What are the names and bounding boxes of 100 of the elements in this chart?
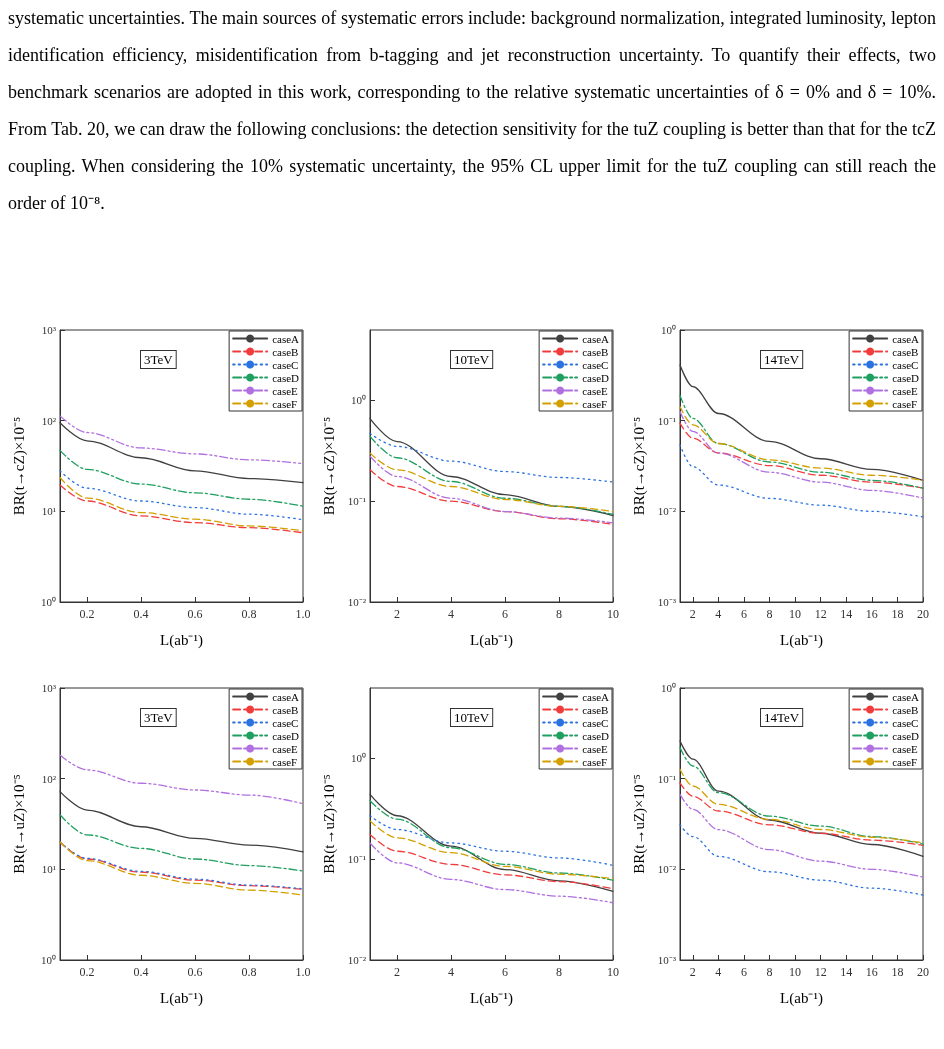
legend-label: caseB xyxy=(892,345,919,358)
legend-label: caseF xyxy=(892,755,918,768)
legend-label: caseA xyxy=(892,332,920,345)
legend-label: caseE xyxy=(582,742,609,755)
y-tick-label: 10² xyxy=(41,772,57,785)
y-tick-label: 10⁰ xyxy=(41,596,56,608)
x-tick-label: 0.6 xyxy=(187,607,203,621)
line-series xyxy=(369,842,614,904)
line-series xyxy=(59,754,304,805)
y-tick-label: 10⁻¹ xyxy=(347,853,366,866)
x-tick-label: 0.8 xyxy=(241,965,257,979)
line-series xyxy=(369,820,614,880)
x-tick-label: 14 xyxy=(840,607,853,621)
x-axis-title: L(ab⁻¹) xyxy=(160,631,203,649)
annotation: 14TeV xyxy=(764,352,800,367)
legend-label: caseB xyxy=(272,703,299,716)
x-tick-label: 2 xyxy=(689,607,696,621)
x-tick-label: 2 xyxy=(394,607,400,621)
y-tick-label: 10⁻² xyxy=(657,863,677,876)
legend-label: caseA xyxy=(582,690,610,703)
x-tick-label: 20 xyxy=(917,607,929,621)
legend-label: caseE xyxy=(582,384,609,397)
y-tick-label: 10⁰ xyxy=(661,324,676,336)
y-tick-label: 10³ xyxy=(41,682,57,694)
y-axis-title: BR(t→cZ)×10⁻⁵ xyxy=(320,416,338,516)
legend-label: caseE xyxy=(272,742,299,755)
y-tick-label: 10⁻³ xyxy=(657,596,677,608)
line-series xyxy=(679,746,924,845)
x-tick-label: 2 xyxy=(394,965,400,979)
y-tick-label: 10⁻² xyxy=(657,505,677,518)
x-tick-label: 0.2 xyxy=(79,965,95,979)
legend-label: caseD xyxy=(892,729,920,742)
line-series xyxy=(369,417,614,517)
legend-label: caseC xyxy=(272,716,299,729)
x-axis-title: L(ab⁻¹) xyxy=(470,989,513,1007)
annotation: 14TeV xyxy=(764,710,800,725)
x-tick-label: 0.6 xyxy=(187,965,203,979)
x-tick-label: 6 xyxy=(502,607,508,621)
x-tick-label: 10 xyxy=(607,607,619,621)
legend-label: caseE xyxy=(892,384,919,397)
line-series xyxy=(59,476,304,532)
x-tick-label: 0.8 xyxy=(241,607,257,621)
line-series xyxy=(369,833,614,890)
line-series xyxy=(679,793,924,878)
x-tick-label: 0.4 xyxy=(133,965,149,979)
line-series xyxy=(59,814,304,872)
x-tick-label: 4 xyxy=(715,965,722,979)
legend-label: caseA xyxy=(892,690,920,703)
x-tick-label: 10 xyxy=(789,965,802,979)
legend-label: caseB xyxy=(582,703,609,716)
legend-label: caseD xyxy=(272,371,300,384)
annotation: 3TeV xyxy=(144,352,174,367)
annotation: 10TeV xyxy=(454,710,490,725)
x-tick-label: 8 xyxy=(556,607,562,621)
y-tick-label: 10⁻² xyxy=(347,596,367,608)
y-tick-label: 10¹ xyxy=(41,863,56,876)
text: systematic uncertainties. The main sources of systematic errors include: background normalization, integrated luminosity, lepton identification efficiency, misidentification from b-tagging and jet reconstruction uncertainty. To quantify their effects, two benchmark scenarios are adopted in this work, corresponding to the relative systematic uncertainties of δ = 0% and δ = 10%. From Tab. 20, we can draw the following conclusions: the detection sensitivity for the tuZ coupling is better than that for the tcZ coupling. When considering the 10% systematic uncertainty, the 95% CL upper limit for the tuZ coupling can still reach the order of 10⁻⁸. xyxy=(8,7,936,215)
line-series xyxy=(679,394,924,489)
y-axis-title: BR(t→uZ)×10⁻⁵ xyxy=(10,774,28,874)
line-series xyxy=(369,455,614,524)
line-series xyxy=(369,793,614,892)
x-tick-label: 18 xyxy=(891,607,904,621)
y-tick-label: 10⁻³ xyxy=(657,954,677,966)
x-axis-title: L(ab⁻¹) xyxy=(780,631,823,649)
legend-label: caseB xyxy=(892,703,919,716)
line-series xyxy=(679,444,924,518)
legend-label: caseF xyxy=(892,397,918,410)
annotation: 10TeV xyxy=(454,352,490,367)
legend-label: caseC xyxy=(892,716,919,729)
line-series xyxy=(59,790,304,853)
x-tick-label: 12 xyxy=(814,607,827,621)
y-tick-label: 10² xyxy=(41,414,57,427)
y-tick-label: 10¹ xyxy=(41,505,56,518)
x-tick-label: 16 xyxy=(865,965,878,979)
annotation: 3TeV xyxy=(144,710,174,725)
legend-label: caseC xyxy=(582,358,609,371)
legend-label: caseC xyxy=(892,358,919,371)
legend-label: caseA xyxy=(582,332,610,345)
x-tick-label: 6 xyxy=(740,607,747,621)
x-tick-label: 8 xyxy=(556,965,562,979)
x-tick-label: 0.4 xyxy=(133,607,149,621)
y-tick-label: 10⁰ xyxy=(351,752,366,765)
y-tick-label: 10⁰ xyxy=(661,682,676,694)
x-tick-label: 1.0 xyxy=(295,607,311,621)
x-tick-label: 6 xyxy=(502,965,508,979)
y-axis-title: BR(t→cZ)×10⁻⁵ xyxy=(630,416,648,516)
legend-label: caseB xyxy=(582,345,609,358)
legend-label: caseA xyxy=(272,332,300,345)
legend-label: caseC xyxy=(272,358,299,371)
y-tick-label: 10⁻¹ xyxy=(657,414,676,427)
x-tick-label: 1.0 xyxy=(295,965,311,979)
line-series xyxy=(679,740,924,858)
x-tick-label: 8 xyxy=(766,965,773,979)
x-tick-label: 4 xyxy=(715,607,722,621)
line-series xyxy=(679,824,924,896)
y-tick-label: 10⁰ xyxy=(351,394,366,407)
x-tick-label: 14 xyxy=(840,965,853,979)
legend-label: caseE xyxy=(892,742,919,755)
y-axis-title: BR(t→uZ)×10⁻⁵ xyxy=(630,774,648,874)
legend-label: caseF xyxy=(272,755,298,768)
